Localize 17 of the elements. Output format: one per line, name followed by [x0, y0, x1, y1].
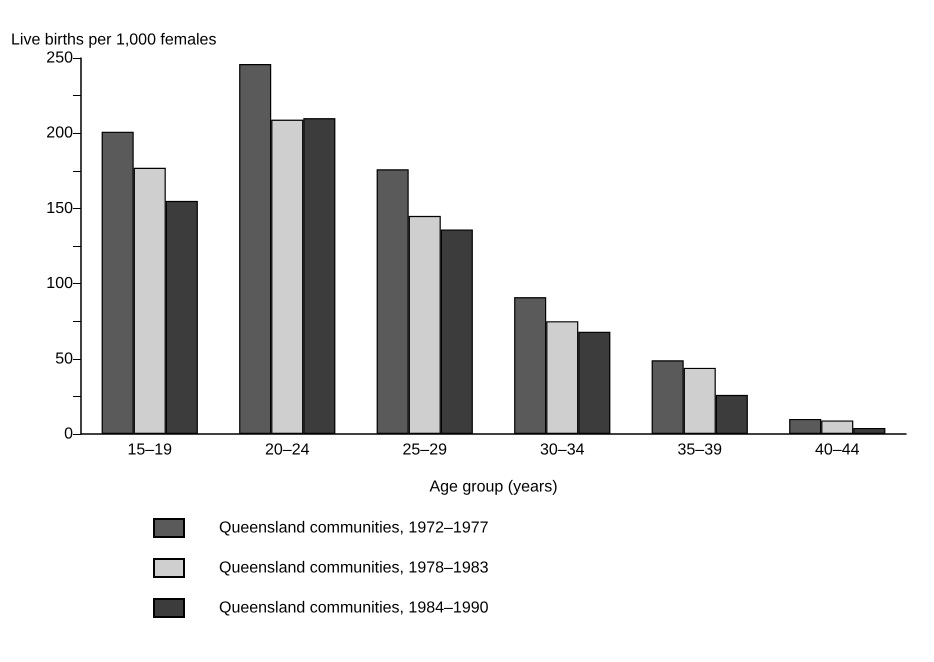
legend-label: Queensland communities, 1978–1983 — [219, 560, 489, 576]
y-tick-label: 50 — [55, 350, 74, 368]
y-tick-label: 150 — [46, 200, 74, 217]
x-axis-title: Age group (years) — [429, 478, 558, 496]
x-tick-label: 20–24 — [265, 442, 310, 458]
y-tick-label: 100 — [46, 275, 74, 292]
y-tick-label: 200 — [46, 124, 74, 142]
x-tick-label: 30–34 — [540, 442, 585, 458]
x-tick-label: 25–29 — [402, 442, 448, 458]
y-tick-label: 0 — [64, 426, 74, 442]
legend-label: Queensland communities, 1984–1990 — [219, 600, 489, 616]
x-tick-label: 15–19 — [128, 442, 172, 458]
y-tick-label: 250 — [46, 50, 74, 66]
x-tick-label: 35–39 — [678, 442, 722, 458]
x-tick-label: 40–44 — [815, 442, 860, 458]
y-axis-title: Live births per 1,000 females — [11, 32, 216, 48]
legend-label: Queensland communities, 1972–1977 — [219, 520, 489, 536]
